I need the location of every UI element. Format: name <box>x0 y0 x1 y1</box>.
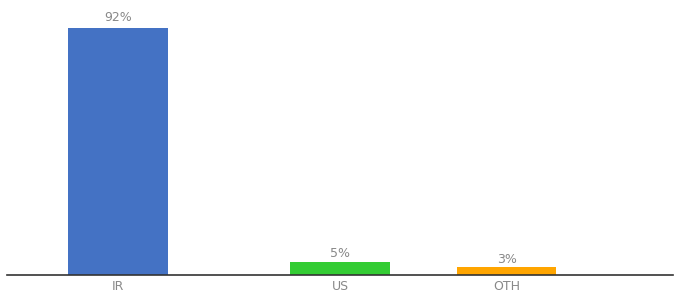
Bar <box>290 262 390 275</box>
Text: 3%: 3% <box>496 253 517 266</box>
Text: 5%: 5% <box>330 248 350 260</box>
Bar <box>68 28 168 275</box>
Bar <box>456 267 556 275</box>
Text: 92%: 92% <box>104 11 132 24</box>
